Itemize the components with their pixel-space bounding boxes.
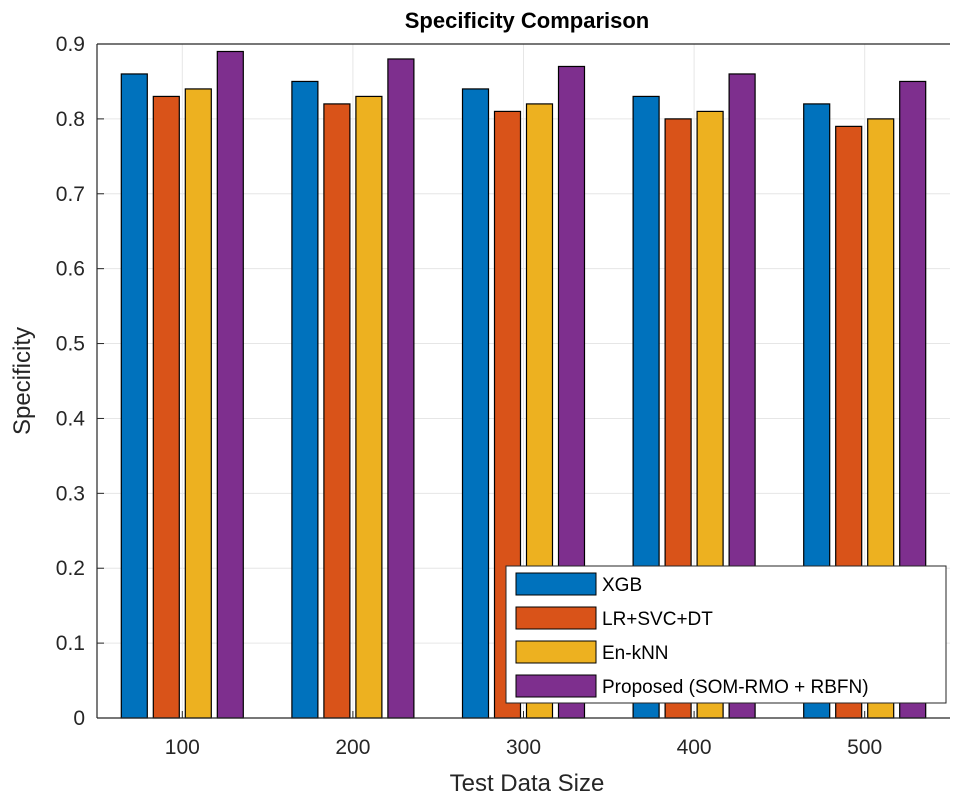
y-tick-label: 0.3: [56, 482, 85, 505]
legend: XGB LR+SVC+DT En-kNN Proposed (SOM-RMO + RB…: [505, 565, 947, 704]
bar-xgb-200: [291, 80, 319, 719]
y-tick-label: 0: [73, 707, 85, 730]
legend-label: En-kNN: [602, 643, 669, 664]
x-tick-label: 100: [165, 736, 200, 759]
x-tick-label: 400: [677, 736, 712, 759]
y-tick-label: 0.6: [56, 258, 85, 281]
legend-swatch: [515, 674, 597, 698]
bar-xgb-300: [461, 88, 490, 719]
bar-en-knn-200: [355, 95, 383, 719]
bar-lr-svc-dt-100: [152, 95, 180, 719]
x-axis-label: Test Data Size: [450, 770, 605, 797]
y-tick-label: 0.7: [56, 183, 85, 206]
legend-swatch: [515, 572, 597, 596]
legend-swatch: [515, 640, 597, 664]
y-tick-label: 0.9: [56, 33, 85, 56]
bar-en-knn-100: [184, 88, 212, 719]
y-tick-label: 0.5: [56, 333, 85, 356]
y-tick-label: 0.1: [56, 632, 85, 655]
chart-title: Specificity Comparison: [405, 8, 650, 33]
y-tick-label: 0.2: [56, 557, 85, 580]
y-tick-label: 0.8: [56, 108, 85, 131]
x-tick-label: 500: [847, 736, 882, 759]
bar-xgb-100: [120, 73, 148, 719]
bar-proposed-som-rmo-rbfn-200: [387, 58, 415, 719]
axes: 0 0.1 0.2 0.3 0.4 0.5 0.6 0.7 0.8 0.9 100 200 300 400…: [56, 33, 950, 759]
legend-swatch: [515, 606, 597, 630]
legend-label: Proposed (SOM-RMO + RBFN): [602, 677, 869, 698]
legend-label: LR+SVC+DT: [602, 609, 713, 630]
y-axis-label: Specificity: [9, 327, 36, 435]
x-tick-label: 200: [335, 736, 370, 759]
bar-lr-svc-dt-200: [323, 103, 351, 719]
bar-proposed-som-rmo-rbfn-100: [216, 50, 244, 719]
legend-label: XGB: [602, 575, 642, 596]
y-tick-label: 0.4: [56, 407, 86, 430]
x-tick-label: 300: [506, 736, 541, 759]
